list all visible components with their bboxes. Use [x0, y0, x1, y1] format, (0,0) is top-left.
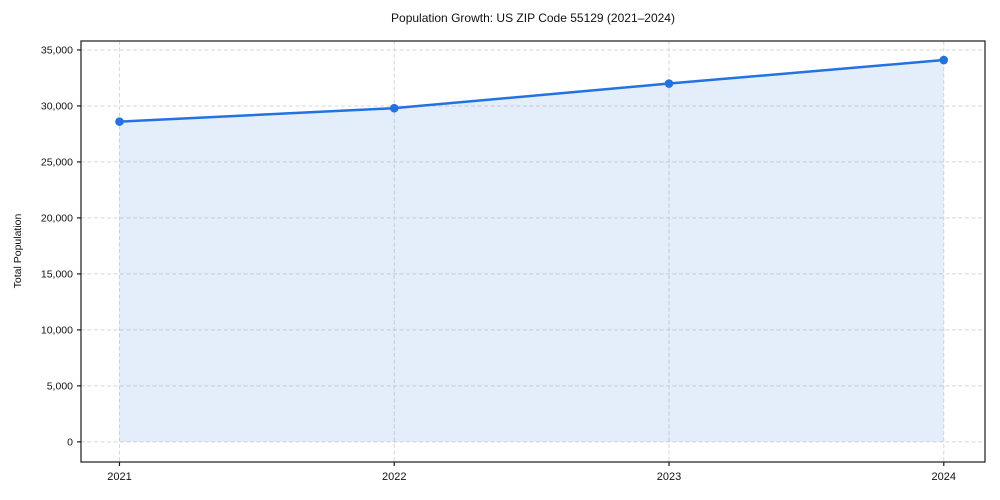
- y-tick-label: 10,000: [41, 324, 73, 336]
- data-point-2021: [115, 117, 124, 126]
- y-tick-label: 0: [67, 436, 73, 448]
- data-point-2024: [939, 55, 949, 65]
- y-tick-label: 30,000: [41, 100, 73, 112]
- data-point-2022: [389, 103, 399, 113]
- y-tick-label: 15,000: [41, 268, 73, 280]
- x-tick-label: 2021: [107, 471, 131, 483]
- axis-frame: [80, 40, 986, 463]
- data-point-2023: [664, 79, 674, 88]
- y-tick-label: 25,000: [41, 156, 73, 168]
- y-tick-label: 35,000: [41, 44, 73, 56]
- chart-title: Population Growth: US ZIP Code 55129 (20…: [391, 11, 675, 25]
- y-tick-label: 5,000: [47, 380, 73, 392]
- x-tick-label: 2024: [932, 471, 956, 483]
- y-tick-label: 20,000: [41, 212, 73, 224]
- x-tick-label: 2023: [657, 471, 681, 483]
- trend-line: [118, 58, 946, 123]
- x-tick-label: 2022: [382, 471, 406, 483]
- area-fill: [119, 60, 944, 442]
